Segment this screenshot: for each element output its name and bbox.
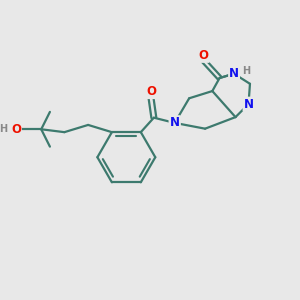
Text: N: N bbox=[229, 67, 239, 80]
Text: O: O bbox=[199, 49, 208, 62]
Text: H: H bbox=[242, 66, 250, 76]
Text: N: N bbox=[170, 116, 180, 129]
Text: N: N bbox=[244, 98, 254, 111]
Text: H: H bbox=[0, 124, 8, 134]
Text: N: N bbox=[170, 116, 180, 129]
Text: O: O bbox=[146, 85, 156, 98]
Text: O: O bbox=[11, 123, 21, 136]
